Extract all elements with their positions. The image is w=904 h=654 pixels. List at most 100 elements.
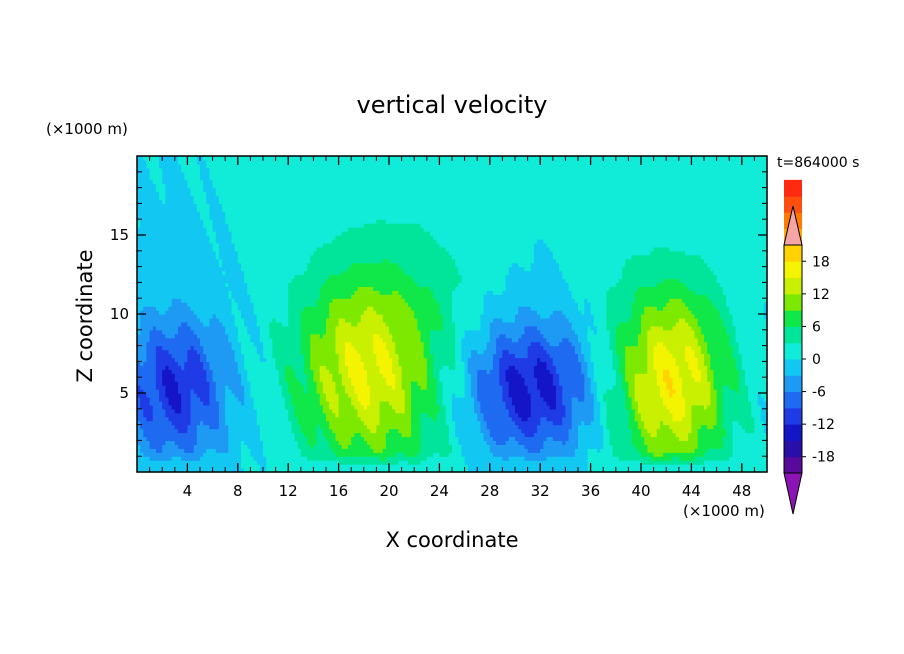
contour-cell [606, 298, 636, 303]
contour-cell [200, 211, 211, 216]
contour-cell [155, 357, 176, 362]
contour-cell [609, 345, 617, 351]
contour-cell [606, 310, 633, 315]
contour-cell [669, 298, 683, 303]
contour-cell [448, 440, 459, 445]
contour-cell [464, 385, 472, 390]
contour-cell [209, 203, 223, 208]
contour-cell [310, 341, 337, 347]
contour-cell [329, 424, 368, 430]
contour-cell [379, 290, 393, 295]
contour-cell [285, 404, 296, 410]
contour-cell [603, 428, 611, 434]
contour-cell [587, 452, 614, 457]
contour-cell [247, 329, 261, 335]
contour-cell [464, 329, 491, 335]
contour-cell [196, 393, 211, 398]
contour-cell [209, 424, 220, 430]
contour-cell [644, 420, 661, 426]
contour-cell [461, 337, 491, 343]
contour-cell [694, 349, 702, 355]
contour-cell [571, 424, 579, 430]
contour-cell [455, 333, 466, 339]
contour-cell [530, 262, 560, 268]
contour-cell [171, 369, 207, 374]
contour-cell [735, 329, 768, 335]
contour-cell [256, 345, 264, 351]
contour-cell [137, 408, 144, 414]
contour-cell [303, 361, 311, 366]
contour-cell [162, 329, 179, 335]
contour-cell [146, 159, 160, 165]
contour-cell [297, 416, 327, 422]
contour-cell [634, 389, 661, 394]
contour-cell [700, 329, 727, 335]
contour-cell [137, 460, 242, 465]
colorbar-swatch [784, 310, 802, 327]
contour-cell [240, 464, 261, 469]
contour-cell [140, 321, 182, 327]
contour-cell [398, 353, 425, 359]
contour-cell [376, 424, 412, 430]
contour-cell [590, 325, 598, 331]
contour-cell [436, 400, 444, 406]
contour-cell [555, 369, 582, 374]
contour-cell [489, 428, 522, 434]
contour-cell [373, 337, 384, 343]
contour-cell [256, 460, 267, 465]
contour-cell [492, 317, 503, 323]
contour-cell [303, 369, 314, 374]
contour-cell [146, 341, 201, 347]
contour-cell [420, 436, 450, 441]
contour-cell [212, 373, 242, 378]
contour-cell [707, 365, 711, 370]
contour-cell [300, 310, 330, 315]
contour-cell [187, 357, 201, 362]
contour-cell [452, 416, 478, 422]
contour-cell [477, 412, 485, 418]
contour-cell [722, 321, 733, 327]
contour-cell [200, 167, 211, 173]
contour-cell [584, 298, 589, 303]
contour-cell [672, 381, 683, 386]
x-tick-label: 40 [631, 482, 650, 500]
contour-cell [587, 333, 611, 339]
contour-cell [275, 365, 286, 370]
contour-cell [294, 369, 305, 374]
contour-cell [231, 238, 333, 244]
contour-cell [341, 444, 349, 449]
contour-cell [628, 381, 636, 386]
contour-cell [263, 444, 299, 449]
contour-cell [578, 440, 604, 445]
contour-cell [571, 396, 579, 402]
contour-cell [691, 373, 702, 378]
contour-cell [209, 207, 223, 212]
contour-cell [137, 219, 141, 224]
contour-cell [697, 428, 727, 434]
contour-cell [196, 436, 229, 441]
contour-cell [659, 385, 667, 390]
contour-cell [218, 262, 223, 268]
contour-cell [641, 317, 680, 323]
contour-cell [634, 381, 658, 386]
contour-cell [281, 393, 292, 398]
contour-cell [322, 385, 337, 390]
contour-cell [593, 314, 607, 319]
contour-cell [240, 440, 245, 445]
contour-cell [707, 369, 715, 374]
contour-cell [137, 416, 148, 422]
contour-cell [149, 456, 173, 461]
contour-cell [439, 408, 447, 414]
contour-cell [222, 258, 239, 264]
contour-cell [744, 377, 768, 382]
contour-cell [140, 385, 157, 390]
contour-cell [505, 278, 566, 283]
contour-cell [351, 341, 374, 347]
contour-cell [237, 365, 245, 370]
contour-cell [338, 321, 352, 327]
contour-cell [647, 365, 655, 370]
contour-cell [256, 349, 264, 355]
contour-cell [474, 396, 478, 402]
contour-cell [537, 357, 541, 362]
contour-cell [411, 428, 422, 434]
